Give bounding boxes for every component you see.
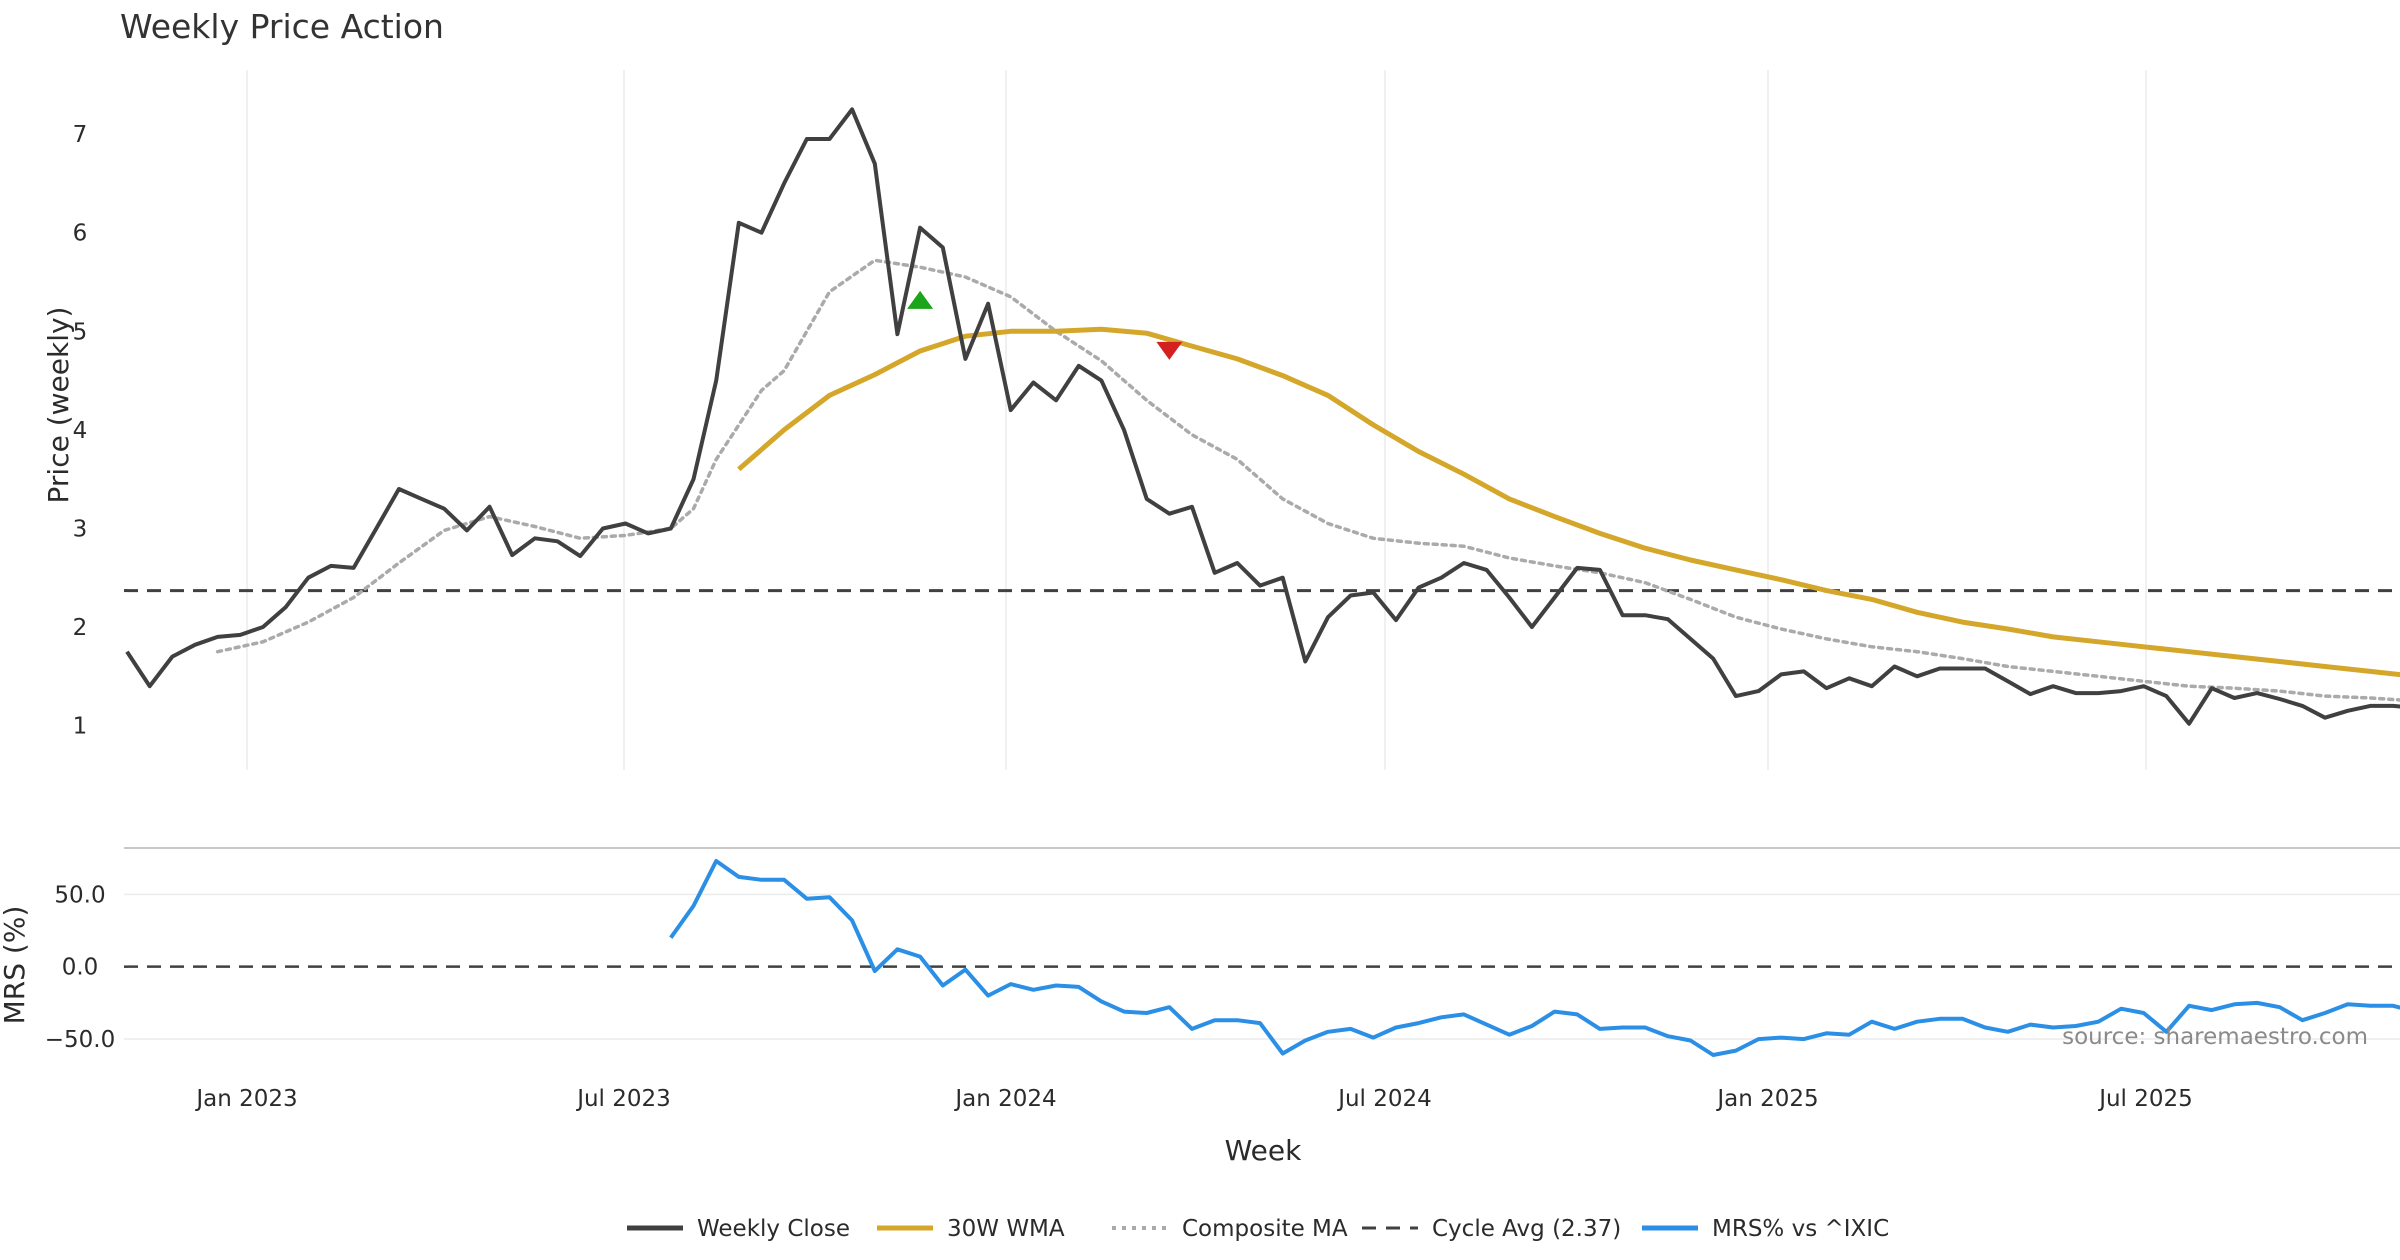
price-gridlines — [246, 70, 2147, 770]
x-tick-label: Jan 2023 — [194, 1086, 297, 1112]
legend-label: Weekly Close — [697, 1216, 850, 1242]
x-tick-label: Jul 2023 — [575, 1086, 671, 1112]
weekly-close-series — [125, 107, 2400, 726]
price-y-tick-label: 7 — [73, 122, 88, 148]
price-y-tick-label: 3 — [73, 516, 88, 542]
price-y-tick-label: 5 — [73, 319, 88, 345]
x-tick-label: Jan 2024 — [953, 1086, 1056, 1112]
mrs-y-axis-label: MRS (%) — [0, 906, 31, 1025]
price-y-tick-label: 1 — [73, 714, 88, 740]
price-y-tick-label: 2 — [73, 615, 88, 641]
mrs-series — [669, 859, 2400, 1057]
legend: Weekly Close 30W WMA Composite MA Cycle Avg… — [627, 1216, 1889, 1242]
price-y-tick-label: 4 — [73, 418, 88, 444]
legend-label: 30W WMA — [947, 1216, 1065, 1242]
sell-signal-marker — [1156, 341, 1183, 360]
price-y-ticks: 1 2 3 4 5 6 7 — [73, 122, 88, 740]
x-tick-label: Jan 2025 — [1715, 1086, 1818, 1112]
mrs-y-tick-label: 50.0 — [54, 882, 105, 908]
price-y-tick-label: 6 — [73, 221, 88, 247]
legend-label: MRS% vs ^IXIC — [1712, 1216, 1889, 1242]
signal-markers — [907, 290, 1183, 360]
x-axis-ticks: Jan 2023 Jul 2023 Jan 2024 Jul 2024 Jan 2025… — [194, 1086, 2192, 1112]
x-tick-label: Jul 2025 — [2097, 1086, 2193, 1112]
chart-title: Weekly Price Action — [120, 7, 444, 46]
x-axis-label: Week — [1225, 1134, 1302, 1167]
mrs-y-ticks: −50.0 0.0 50.0 — [45, 882, 115, 1053]
price-y-axis-label: Price (weekly) — [42, 307, 75, 504]
mrs-gridlines — [124, 893, 2400, 1040]
legend-label: Cycle Avg (2.37) — [1432, 1216, 1621, 1242]
mrs-y-tick-label: 0.0 — [62, 955, 99, 981]
wma-30w-series — [737, 326, 2400, 678]
buy-signal-marker — [907, 290, 934, 309]
legend-label: Composite MA — [1182, 1216, 1348, 1242]
x-tick-label: Jul 2024 — [1336, 1086, 1432, 1112]
composite-ma-series — [215, 258, 2400, 702]
source-note: source: sharemaestro.com — [2062, 1024, 2368, 1050]
mrs-y-tick-label: −50.0 — [45, 1027, 115, 1053]
